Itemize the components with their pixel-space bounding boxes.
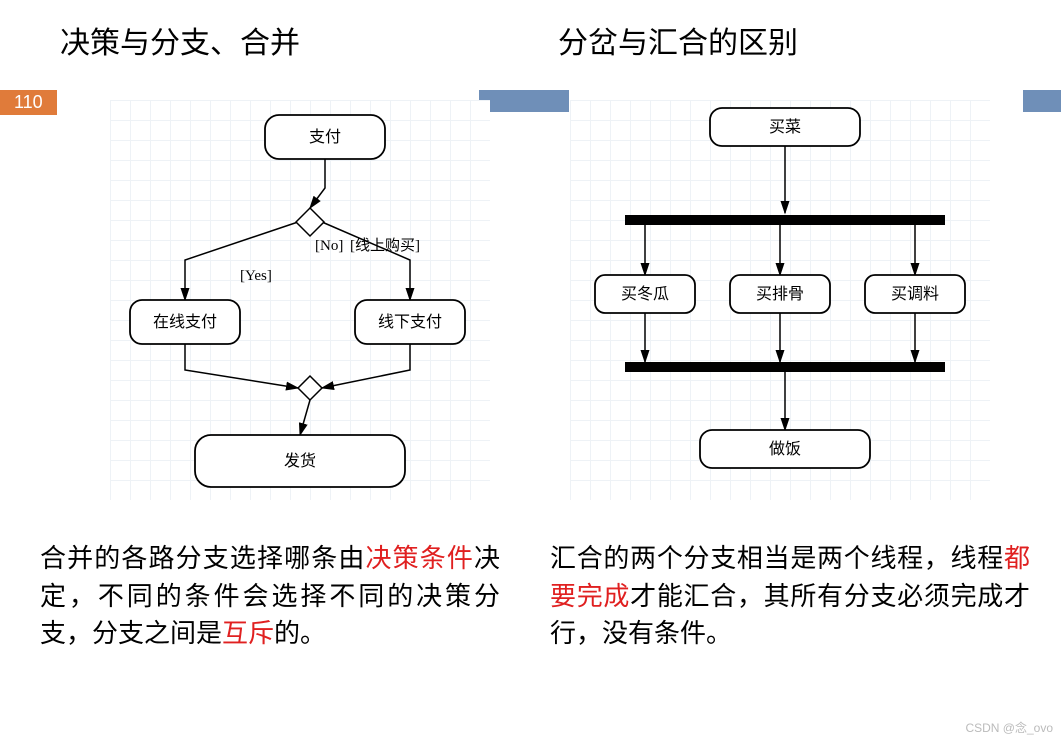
svg-text:买菜: 买菜 <box>769 118 801 136</box>
title-right: 分岔与汇合的区别 <box>558 18 798 62</box>
svg-text:线下支付: 线下支付 <box>378 313 442 331</box>
svg-text:发货: 发货 <box>284 452 316 470</box>
svg-text:支付: 支付 <box>309 128 341 146</box>
flowchart-svg: 支付在线支付 线下支付发货 [No] [线上购买] [Yes] <box>110 100 490 500</box>
accent-bar-right <box>1023 90 1061 112</box>
caption-left: 合并的各路分支选择哪条由决策条件决定，不同的条件会选择不同的决策分支，分支之间是… <box>40 540 500 653</box>
title-left: 决策与分支、合并 <box>60 18 300 62</box>
svg-text:[Yes]: [Yes] <box>240 268 272 284</box>
svg-text:买冬瓜: 买冬瓜 <box>621 285 669 303</box>
svg-text:[No]: [No] <box>315 238 343 254</box>
svg-text:做饭: 做饭 <box>769 440 801 458</box>
forkjoin-svg: 买菜买冬瓜 买排骨 买调料做饭 <box>570 100 990 500</box>
svg-text:买调料: 买调料 <box>891 285 939 303</box>
page-root: 决策与分支、合并 分岔与汇合的区别 110 支付在线支付 线下支付发货 [No] [… <box>0 0 1061 740</box>
diagram-decision-merge: 支付在线支付 线下支付发货 [No] [线上购买] [Yes] <box>110 100 490 500</box>
svg-text:[线上购买]: [线上购买] <box>350 237 420 254</box>
slide-number-badge: 110 <box>0 90 57 115</box>
caption-right: 汇合的两个分支相当是两个线程，线程都要完成才能汇合，其所有分支必须完成才行，没有… <box>550 540 1030 653</box>
diagram-fork-join: 买菜买冬瓜 买排骨 买调料做饭 <box>570 100 990 500</box>
accent-bar-left <box>479 90 569 112</box>
svg-text:买排骨: 买排骨 <box>756 285 804 303</box>
svg-text:在线支付: 在线支付 <box>153 313 217 331</box>
watermark: CSDN @念_ovo <box>965 719 1053 736</box>
